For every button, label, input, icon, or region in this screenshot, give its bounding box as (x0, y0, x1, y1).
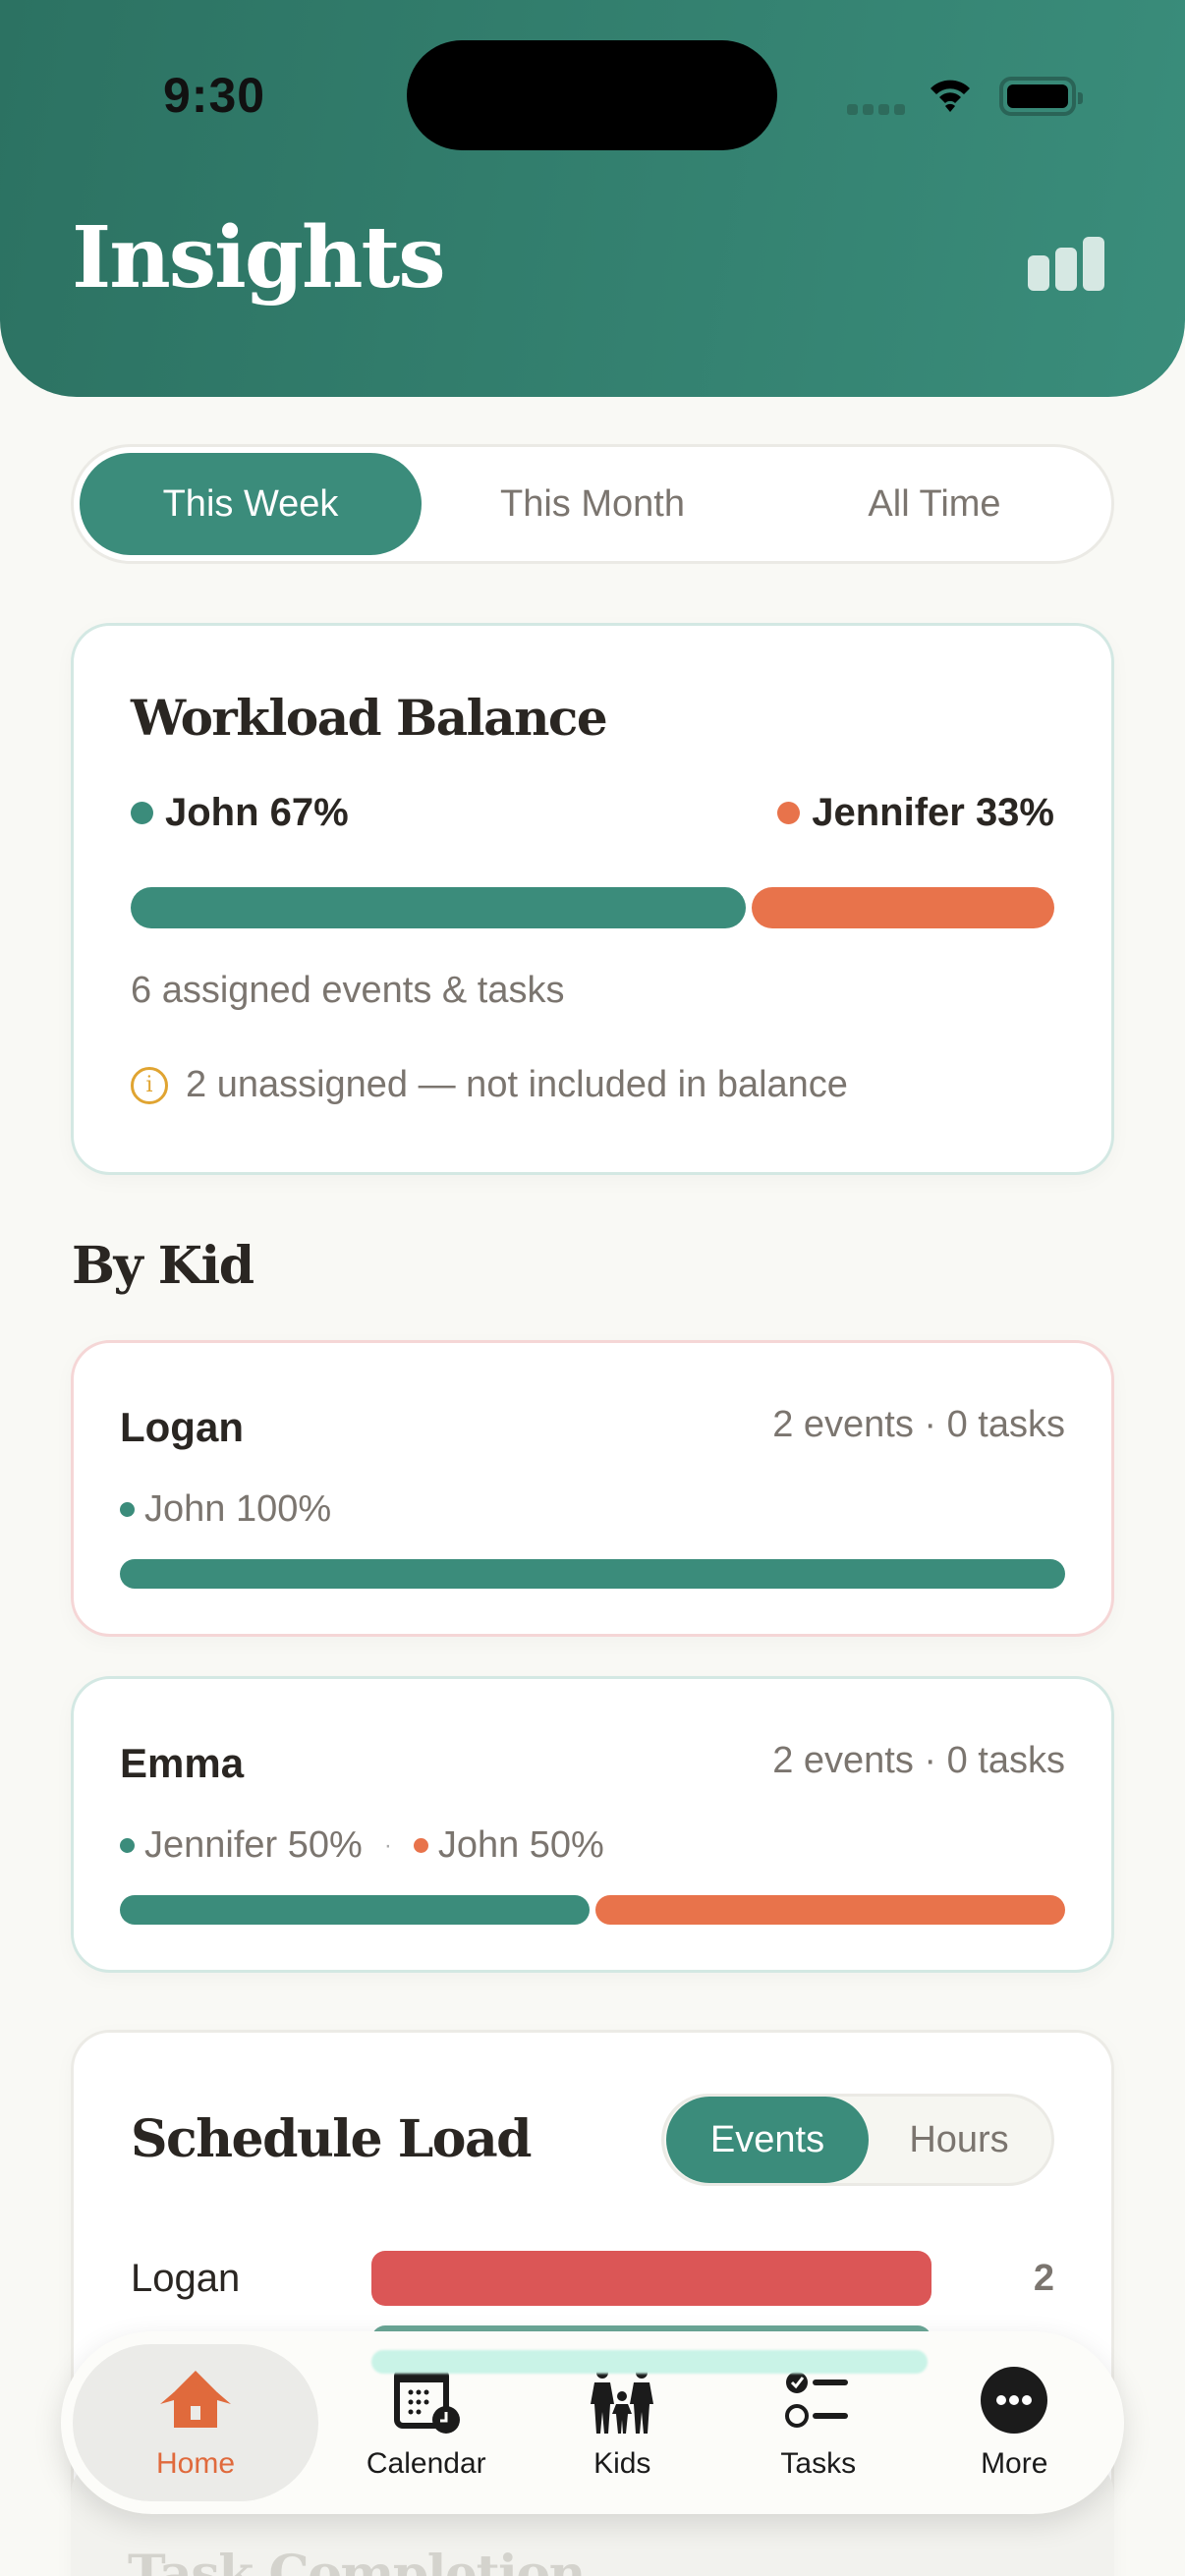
status-time: 9:30 (163, 68, 266, 123)
kid-share-bar (120, 1895, 1065, 1925)
jennifer-dot-icon (120, 1838, 135, 1853)
tab-this-week[interactable]: This Week (80, 453, 422, 555)
load-row-logan: Logan 2 (131, 2251, 1054, 2306)
dynamic-island (407, 40, 777, 150)
share-label: John 50% (437, 1824, 604, 1866)
kid-name: Logan (120, 1404, 244, 1450)
unassigned-note: i 2 unassigned — not included in balance (131, 1064, 848, 1106)
schedule-load-title: Schedule Load (131, 2109, 533, 2169)
workload-legend: John 67% Jennifer 33% (131, 791, 1054, 835)
tab-more[interactable]: More (917, 2344, 1113, 2501)
tab-label: Calendar (366, 2447, 486, 2480)
tab-this-month[interactable]: This Month (500, 482, 685, 525)
kid-card-emma[interactable]: Emma 2 events · 0 tasks Jennifer 50% · J… (71, 1676, 1114, 1973)
legend-jennifer-label: Jennifer 33% (812, 791, 1054, 834)
info-icon: i (131, 1066, 168, 1104)
workload-balance-card: Workload Balance John 67% Jennifer 33% 6… (71, 623, 1114, 1175)
separator: · (383, 1831, 392, 1859)
period-selector: This Week This Month All Time (71, 444, 1114, 564)
task-completion-title: Task Completion (128, 2545, 586, 2576)
tab-all-time[interactable]: All Time (868, 482, 1001, 525)
family-icon (591, 2367, 654, 2434)
load-bar (371, 2251, 931, 2306)
jennifer-share-bar (120, 1895, 590, 1925)
more-icon (981, 2367, 1048, 2434)
tab-label: Tasks (780, 2447, 857, 2480)
header: 9:30 Insights (0, 0, 1185, 397)
john-dot-icon (131, 802, 153, 824)
toggle-hours[interactable]: Hours (909, 2118, 1009, 2160)
kid-stats: 2 events · 0 tasks (772, 1404, 1065, 1445)
cellular-signal-icon (847, 104, 905, 115)
load-value: 2 (1033, 2257, 1054, 2299)
calendar-clock-icon (393, 2368, 460, 2434)
events-hours-toggle: Events Hours (661, 2094, 1054, 2186)
bar-chart-icon[interactable] (1028, 232, 1110, 291)
kid-share-bar (120, 1559, 1065, 1589)
john-share-bar (120, 1559, 1065, 1589)
workload-split-bar (131, 887, 1054, 928)
kid-legend: John 100% (120, 1488, 331, 1531)
battery-icon (999, 77, 1083, 116)
legend-jennifer: Jennifer 33% (777, 791, 1054, 835)
tab-label: Kids (593, 2447, 651, 2480)
checklist-icon (784, 2372, 848, 2428)
unassigned-note-text: 2 unassigned — not included in balance (186, 1064, 848, 1105)
tab-label: Home (155, 2447, 236, 2480)
home-icon (160, 2371, 231, 2428)
kid-legend: Jennifer 50% · John 50% (120, 1824, 604, 1867)
kid-card-logan[interactable]: Logan 2 events · 0 tasks John 100% (71, 1340, 1114, 1637)
john-share-bar (595, 1895, 1065, 1925)
load-label: Logan (131, 2256, 241, 2300)
john-dot-icon (413, 1838, 428, 1853)
john-dot-icon (120, 1502, 135, 1517)
page-title: Insights (72, 208, 446, 308)
john-share-bar (131, 887, 746, 928)
share-label: Jennifer 50% (144, 1824, 363, 1866)
jennifer-share-bar (751, 887, 1054, 928)
by-kid-title: By Kid (72, 1236, 254, 1296)
wifi-icon (931, 80, 970, 112)
legend-john-label: John 67% (165, 791, 349, 834)
legend-john: John 67% (131, 791, 349, 835)
kid-name: Emma (120, 1740, 245, 1786)
scroll-glow (371, 2350, 928, 2374)
kid-stats: 2 events · 0 tasks (772, 1740, 1065, 1781)
workload-title: Workload Balance (131, 689, 608, 747)
share-label: John 100% (144, 1488, 332, 1530)
jennifer-dot-icon (777, 802, 801, 824)
tab-calendar[interactable]: Calendar (328, 2344, 525, 2501)
toggle-events[interactable]: Events (666, 2097, 869, 2183)
tab-label: More (981, 2447, 1048, 2480)
workload-summary: 6 assigned events & tasks (131, 970, 565, 1011)
tab-tasks[interactable]: Tasks (720, 2344, 917, 2501)
tab-home[interactable]: Home (73, 2344, 318, 2501)
